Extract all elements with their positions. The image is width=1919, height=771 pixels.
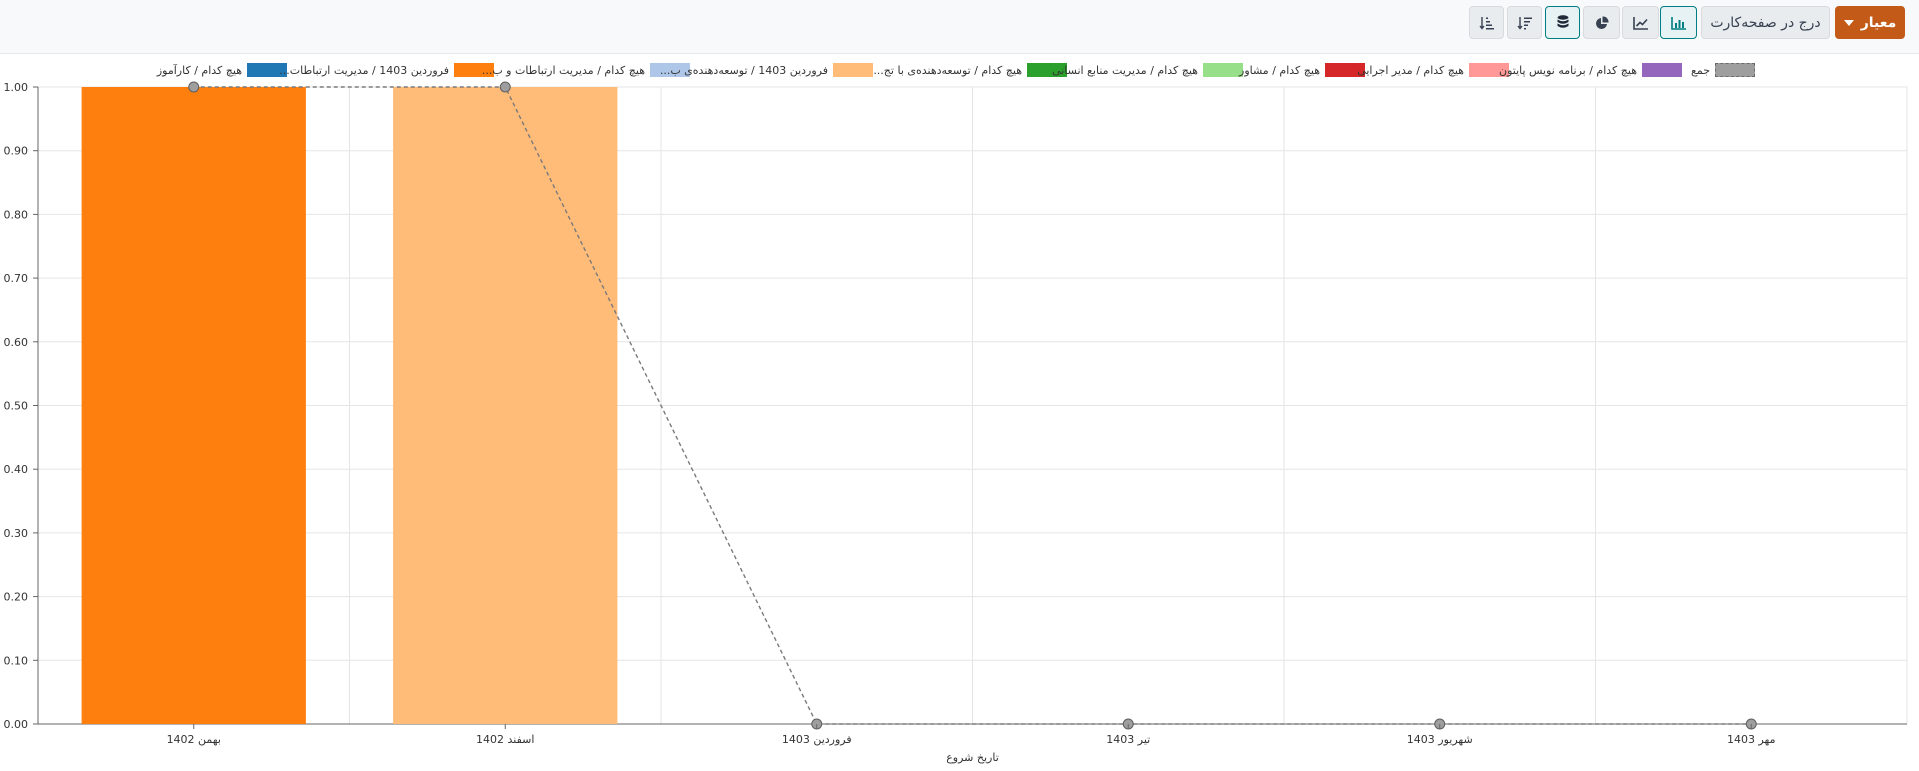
chart-toolbar: معیار درج در صفحه‌کارت xyxy=(0,0,1919,54)
sort-descending-icon xyxy=(1516,16,1532,30)
y-tick-label: 0.10 xyxy=(4,654,29,667)
legend-swatch xyxy=(1027,63,1067,77)
bar-chart: 0.00 0.10 0.20 0.30 0.40 0.50 0.60 0.70 0.80 0.90… xyxy=(4,81,1908,764)
pie-chart-icon xyxy=(1595,15,1609,29)
y-tick-label: 0.60 xyxy=(4,336,29,349)
legend-item[interactable]: فروردین 1403 / توسعه‌دهنده‌ی ب... xyxy=(660,62,873,78)
line-chart-button[interactable] xyxy=(1622,6,1659,39)
legend-label: هیچ کدام / توسعه‌دهنده‌ی با تج... xyxy=(873,63,1022,77)
y-tick-label: 0.20 xyxy=(4,591,29,604)
x-tick-label: فروردین 1403 xyxy=(782,733,852,746)
legend-label: هیچ کدام / مشاور xyxy=(1239,63,1320,77)
legend-item[interactable]: هیچ کدام / مدیر اجرایی xyxy=(1357,62,1509,78)
legend-item[interactable]: هیچ کدام / برنامه نویس پایتون xyxy=(1499,62,1682,78)
x-tick-label: مهر 1403 xyxy=(1727,733,1776,746)
database-stack-icon xyxy=(1557,15,1568,28)
y-tick-label: 0.50 xyxy=(4,400,29,413)
x-tick-label: اسفند 1402 xyxy=(476,733,534,746)
y-tick-label: 0.40 xyxy=(4,463,29,476)
y-tick-label: 0.90 xyxy=(4,145,29,158)
legend-label: فروردین 1403 / توسعه‌دهنده‌ی ب... xyxy=(659,63,828,77)
bar-chart-button[interactable] xyxy=(1660,6,1697,39)
legend-swatch xyxy=(1325,63,1365,77)
total-point xyxy=(499,81,511,93)
legend-swatch xyxy=(1203,63,1243,77)
stacked-toggle-button[interactable] xyxy=(1545,6,1580,39)
y-tick-label: 0.30 xyxy=(4,527,29,540)
legend-swatch xyxy=(1642,63,1682,77)
insert-label: درج در صفحه‌کارت xyxy=(1710,14,1821,31)
bar xyxy=(81,87,306,724)
total-point xyxy=(188,81,200,93)
legend-swatch xyxy=(247,63,287,77)
legend-swatch xyxy=(454,63,494,77)
legend-label: هیچ کدام / برنامه نویس پایتون xyxy=(1498,63,1637,77)
measure-label: معیار xyxy=(1860,14,1897,31)
legend-label: هیچ کدام / مدیریت منابع انسانی xyxy=(1052,63,1198,77)
sort-ascending-button[interactable] xyxy=(1469,6,1504,39)
y-tick-label: 0.80 xyxy=(4,208,29,221)
legend-swatch xyxy=(650,63,690,77)
x-axis-title: تاریخ شروع xyxy=(946,751,999,764)
legend-item[interactable]: هیچ کدام / مشاور xyxy=(1239,62,1365,78)
legend-swatch xyxy=(1469,63,1509,77)
legend-item[interactable]: هیچ کدام / مدیریت منابع انسانی xyxy=(1052,62,1243,78)
x-tick-label: بهمن 1402 xyxy=(167,733,221,746)
sort-descending-button[interactable] xyxy=(1507,6,1542,39)
bar xyxy=(393,87,618,724)
total-line xyxy=(193,86,1752,725)
legend-item[interactable]: جمع xyxy=(1691,62,1755,78)
bar-chart-icon xyxy=(1670,16,1686,30)
legend-label: هیچ کدام / کارآموز xyxy=(156,63,242,77)
y-tick-label: 0.00 xyxy=(4,718,29,731)
caret-down-icon xyxy=(1843,19,1854,26)
legend-label: هیچ کدام / مدیر اجرایی xyxy=(1357,63,1464,77)
pie-chart-button[interactable] xyxy=(1583,6,1620,39)
insert-in-spreadsheet-button[interactable]: درج در صفحه‌کارت xyxy=(1701,6,1830,39)
line-chart-icon xyxy=(1632,16,1648,30)
legend-item[interactable]: هیچ کدام / توسعه‌دهنده‌ی با تج... xyxy=(873,62,1067,78)
legend-swatch-total xyxy=(1715,63,1755,77)
y-tick-label: 0.70 xyxy=(4,272,29,285)
legend-item[interactable]: هیچ کدام / کارآموز xyxy=(157,62,287,78)
legend-swatch xyxy=(833,63,873,77)
legend-item[interactable]: هیچ کدام / مدیریت ارتباطات و ب... xyxy=(482,62,690,78)
x-tick-label: تیر 1403 xyxy=(1106,733,1150,746)
measure-dropdown-button[interactable]: معیار xyxy=(1835,6,1905,39)
sort-ascending-icon xyxy=(1478,16,1494,30)
legend-label: فروردین 1403 / مدیریت ارتباطات... xyxy=(279,63,449,77)
legend-item[interactable]: فروردین 1403 / مدیریت ارتباطات... xyxy=(279,62,494,78)
legend-label: جمع xyxy=(1690,63,1710,77)
y-tick-label: 1.00 xyxy=(4,81,29,94)
legend-label: هیچ کدام / مدیریت ارتباطات و ب... xyxy=(481,63,645,77)
x-tick-label: شهریور 1403 xyxy=(1407,733,1473,746)
